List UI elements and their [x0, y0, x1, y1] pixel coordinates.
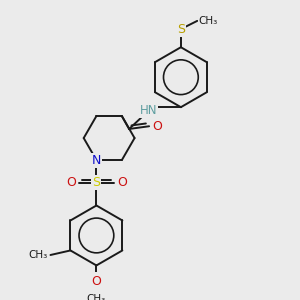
Text: S: S	[92, 176, 101, 189]
Text: S: S	[177, 22, 185, 36]
Text: CH₃: CH₃	[28, 250, 47, 260]
Text: CH₃: CH₃	[199, 16, 218, 26]
Text: CH₃: CH₃	[87, 294, 106, 300]
Text: N: N	[92, 154, 101, 166]
Text: O: O	[117, 176, 127, 189]
Text: HN: HN	[140, 104, 157, 117]
Text: O: O	[66, 176, 76, 189]
Text: O: O	[152, 120, 162, 133]
Text: O: O	[92, 275, 101, 288]
